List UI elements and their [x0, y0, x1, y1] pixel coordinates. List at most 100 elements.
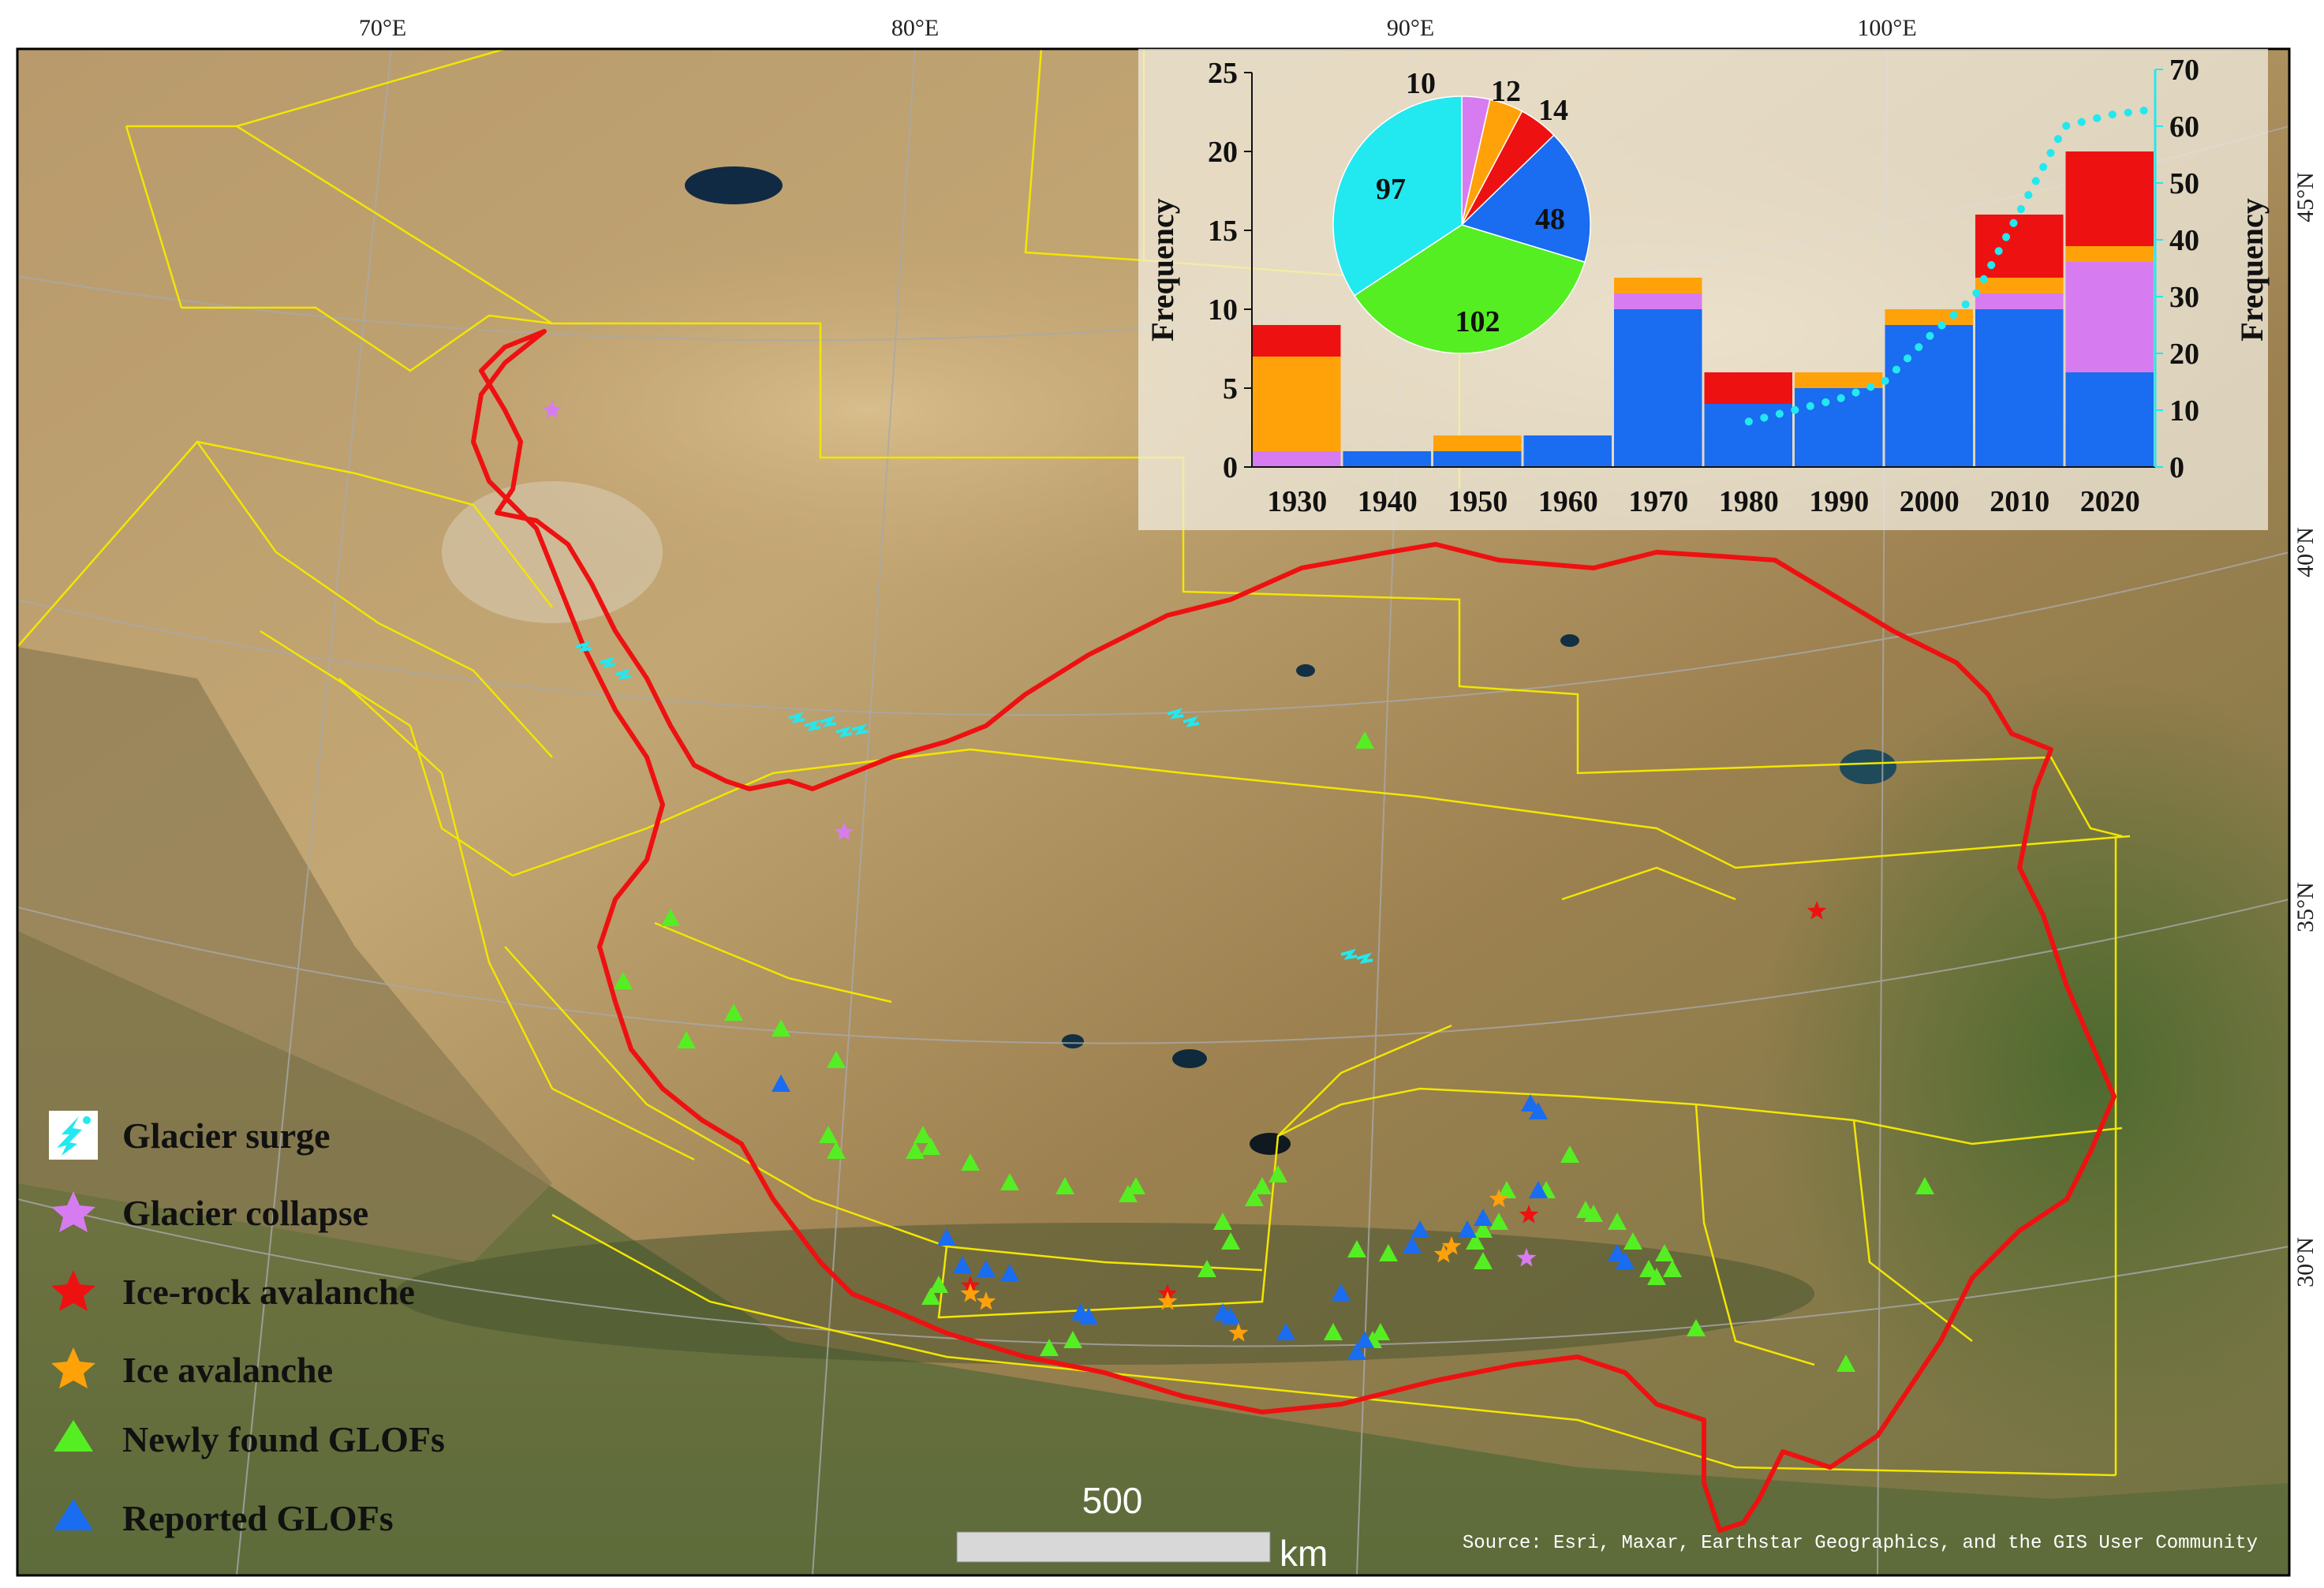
reported-glof-marker	[772, 1074, 790, 1092]
star-icon	[51, 1191, 95, 1232]
newly-found-glof-marker	[1474, 1252, 1493, 1269]
glacier-surge-marker	[835, 726, 853, 738]
legend-label: Ice avalanche	[122, 1350, 333, 1390]
newly-found-glof-marker	[961, 1153, 980, 1171]
bar-segment-1970-s2	[1614, 278, 1702, 293]
reported-glof-marker	[937, 1228, 956, 1246]
glacier-surge-marker	[788, 712, 805, 723]
newly-found-glof-marker	[1000, 1173, 1019, 1190]
newly-found-glof-marker	[921, 1138, 940, 1155]
pie-label: 12	[1491, 75, 1521, 108]
newly-found-glof-marker	[1663, 1260, 1682, 1277]
x-tick-label: 1990	[1809, 485, 1869, 518]
lake-small-3	[1062, 1034, 1084, 1048]
pie-chart: 10 12 14 48 102 97	[1332, 67, 1591, 354]
legend-label: Newly found GLOFs	[122, 1419, 445, 1459]
x-tick-label: 2020	[2080, 485, 2140, 518]
bar-segment-2020-s2	[2065, 246, 2154, 262]
newly-found-glof-marker	[921, 1287, 940, 1305]
lat-label-45: 45°N	[2292, 172, 2318, 222]
longitude-labels: 70°E 80°E 90°E 100°E	[359, 15, 1917, 41]
reported-glof-marker	[1616, 1252, 1635, 1269]
bar-segment-1950-s0	[1433, 451, 1522, 467]
newly-found-glof-marker	[1056, 1177, 1074, 1194]
right-tick-label: 0	[2169, 451, 2184, 484]
tarim-desert	[394, 229, 1341, 592]
legend-item-newly-found-glofs: Newly found GLOFs	[54, 1419, 445, 1459]
newly-found-glof-marker	[1560, 1145, 1579, 1163]
lon-label-70: 70°E	[359, 15, 406, 41]
ice-avalanche-marker	[1228, 1323, 1249, 1342]
reported-glof-marker	[953, 1256, 972, 1273]
newly-found-glof-marker	[1379, 1244, 1398, 1261]
bar-segment-1990-s2	[1795, 372, 1883, 388]
newly-found-glof-marker	[1836, 1354, 1855, 1372]
right-tick-label: 30	[2169, 281, 2199, 314]
newly-found-glof-marker	[827, 1051, 846, 1068]
himalaya-shadow	[394, 1223, 1814, 1365]
pakistan-lowland	[17, 647, 552, 1262]
lat-label-35: 35°N	[2292, 882, 2318, 932]
ice-avalanche-marker	[1433, 1244, 1454, 1263]
newly-found-glof-marker	[1119, 1185, 1138, 1202]
reported-glof-marker	[1521, 1094, 1540, 1112]
ice-rock-avalanche-marker	[1807, 901, 1827, 920]
star-icon	[51, 1270, 95, 1311]
bar-segment-2000-s0	[1885, 325, 1973, 467]
glacier-collapse-marker	[542, 400, 562, 419]
left-tick-label: 15	[1208, 215, 1238, 248]
glacier-surge-marker	[575, 641, 592, 652]
newly-found-glof-marker	[1655, 1244, 1674, 1261]
newly-found-glof-marker	[1489, 1212, 1508, 1230]
tibetan-plateau-boundary	[471, 329, 2117, 1533]
right-tick-label: 10	[2169, 394, 2199, 428]
reported-glof-marker	[1403, 1236, 1422, 1254]
glacier-surge-marker	[615, 668, 632, 680]
glacier-collapse-marker	[1516, 1248, 1537, 1267]
ice-avalanche-marker	[976, 1291, 996, 1310]
newly-found-glof-marker	[1474, 1220, 1493, 1238]
reported-glof-marker	[1221, 1307, 1240, 1325]
ice-avalanche-marker	[1157, 1291, 1178, 1310]
x-tick-label: 1930	[1267, 485, 1327, 518]
reported-glof-marker	[1079, 1307, 1098, 1325]
right-y-ticks: 0 10 20 30 40 50 60 70	[2155, 54, 2199, 484]
map-source-credit: Source: Esri, Maxar, Earthstar Geographi…	[1463, 1533, 2258, 1554]
newly-found-glof-marker	[1623, 1232, 1642, 1250]
reported-glof-marker	[1529, 1102, 1548, 1119]
legend-item-ice-rock-avalanche: Ice-rock avalanche	[51, 1270, 415, 1312]
reported-glof-marker	[1355, 1331, 1374, 1348]
glacier-surge-marker	[1167, 708, 1184, 719]
left-tick-label: 0	[1223, 451, 1238, 484]
x-tick-label: 1980	[1719, 485, 1779, 518]
newly-found-glof-marker	[1466, 1232, 1485, 1250]
eastern-forest	[1759, 671, 2289, 1459]
legend-label: Glacier collapse	[122, 1193, 368, 1233]
legend-item-reported-glofs: Reported GLOFs	[54, 1498, 394, 1538]
newly-found-glof-marker	[1197, 1260, 1216, 1277]
newly-found-glof-marker	[1355, 731, 1374, 749]
left-tick-label: 10	[1208, 293, 1238, 327]
glacier-surge-marker	[599, 656, 616, 668]
bar-segment-2000-s2	[1885, 309, 1973, 325]
left-tick-label: 25	[1208, 57, 1238, 90]
bar-segment-1960-s0	[1523, 435, 1612, 467]
ice-avalanche-marker	[1441, 1236, 1462, 1255]
right-tick-label: 50	[2169, 167, 2199, 200]
lake-namco	[1172, 1049, 1207, 1068]
right-tick-label: 60	[2169, 110, 2199, 144]
newly-found-glof-marker	[1371, 1323, 1390, 1340]
bar-segment-2010-s1	[1975, 293, 2064, 309]
lake-small-2	[1296, 664, 1315, 677]
bar-segment-2010-s3	[1975, 215, 2064, 278]
newly-found-glof-marker	[1687, 1319, 1706, 1336]
bar-segment-1970-s1	[1614, 293, 1702, 309]
triangle-icon	[54, 1499, 93, 1530]
left-tick-label: 5	[1223, 372, 1238, 405]
newly-found-glof-marker	[1324, 1323, 1343, 1340]
legend-item-glacier-collapse: Glacier collapse	[51, 1191, 368, 1233]
bar-segment-2020-s3	[2065, 151, 2154, 246]
reported-glof-marker	[1529, 1181, 1548, 1198]
newly-found-glof-marker	[1253, 1177, 1272, 1194]
